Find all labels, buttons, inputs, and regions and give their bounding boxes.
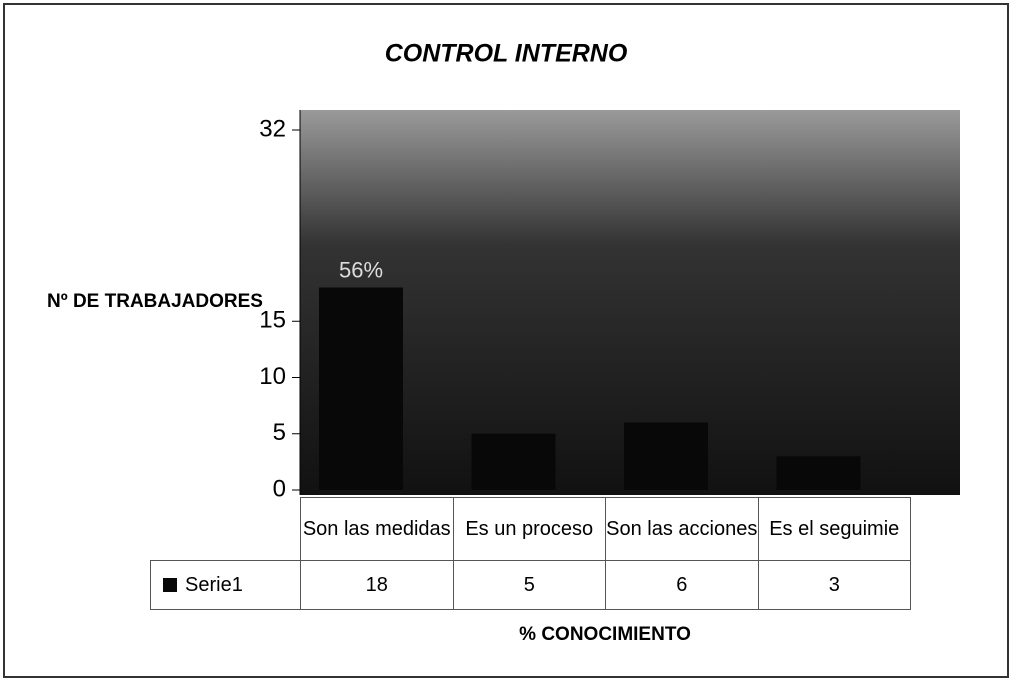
table-value: 5: [452, 560, 606, 610]
y-tick-label: 0: [273, 475, 286, 502]
legend-label: Serie1: [185, 574, 243, 596]
y-tick-label: 10: [259, 363, 286, 390]
bar: [776, 456, 861, 490]
x-axis-title: % CONOCIMIENTO: [519, 624, 691, 645]
y-tick-label: 32: [259, 115, 286, 142]
category-cell: Es un proceso: [452, 497, 606, 561]
chart-title: CONTROL INTERNO: [385, 40, 628, 68]
border: [3, 3, 1009, 678]
category-cell: Son las acciones: [605, 497, 759, 561]
data-label: 56%: [339, 257, 383, 282]
y-axis-title: Nº DE TRABAJADORES: [47, 291, 263, 312]
table-value: 3: [757, 560, 911, 610]
y-tick-label: 5: [273, 419, 286, 446]
legend-cell: Serie1: [150, 560, 301, 610]
bar: [624, 422, 708, 490]
category-cell: Son las medidas: [300, 497, 454, 561]
bar: [471, 433, 556, 490]
category-cell: Es el seguimie: [757, 497, 911, 561]
table-value: 6: [605, 560, 759, 610]
table-value: 18: [300, 560, 454, 610]
bar: [319, 287, 403, 490]
y-tick-label: 15: [259, 307, 286, 334]
legend-swatch: [163, 578, 177, 592]
